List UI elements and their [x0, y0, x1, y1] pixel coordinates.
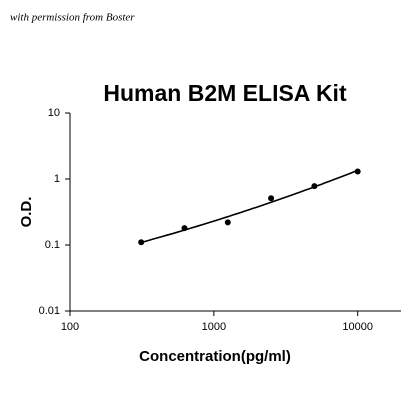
data-point [224, 219, 231, 226]
x-tick-label: 100 [61, 321, 79, 333]
y-tick-label: 0.1 [45, 239, 60, 251]
data-point [138, 239, 145, 246]
y-tick-label: 0.01 [39, 305, 60, 317]
data-point [268, 195, 275, 202]
y-tick-label: 10 [48, 107, 60, 119]
x-tick-label: 1000 [202, 321, 226, 333]
chart-title: Human B2M ELISA Kit [103, 80, 347, 106]
fit-curve [141, 169, 358, 244]
data-point [354, 168, 361, 175]
y-axis-label: O.D. [18, 197, 35, 228]
x-axis-label: Concentration(pg/ml) [139, 348, 291, 365]
data-point [181, 225, 188, 232]
data-point [311, 183, 318, 190]
y-tick-label: 1 [54, 173, 60, 185]
watermark: with permission from Boster [10, 12, 135, 24]
x-tick-label: 10000 [342, 321, 373, 333]
